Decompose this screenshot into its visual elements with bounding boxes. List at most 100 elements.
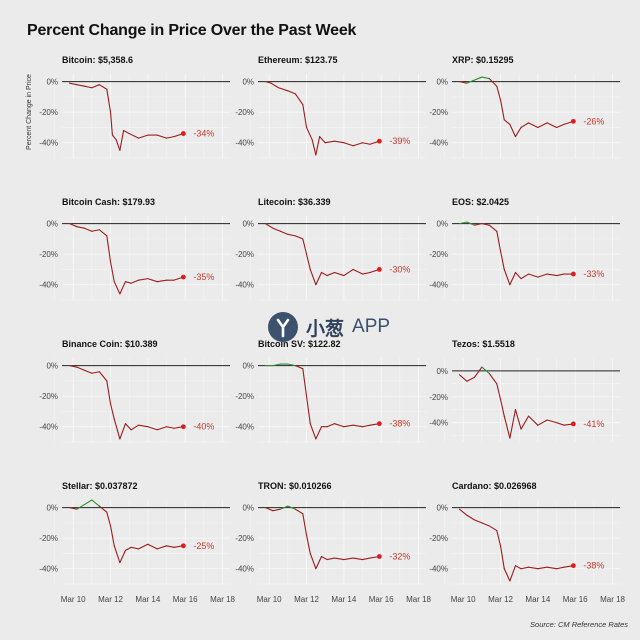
panel: Stellar: $0.037872 0% -20% -40% Mar 10 Mar 12…: [39, 481, 235, 604]
series-segment: [324, 140, 336, 144]
series-segment: [309, 423, 317, 440]
end-point: [180, 424, 186, 430]
series-segment: [264, 223, 274, 229]
series-segment: [264, 507, 274, 512]
y-tick-label: -40%: [235, 281, 254, 290]
y-tick-label: 0%: [436, 78, 448, 87]
panel: Litecoin: $36.339 0% -20% -40% -30%: [235, 197, 426, 301]
panel-background: [452, 358, 620, 442]
y-tick-label: 0%: [242, 504, 254, 513]
series-segment: [124, 423, 132, 431]
panel-title: Binance Coin: $10.389: [62, 339, 158, 349]
series-segment: [294, 365, 304, 370]
y-tick-label: -40%: [429, 281, 448, 290]
series-segment: [83, 499, 93, 506]
series-segment: [109, 403, 115, 420]
series-segment: [514, 126, 522, 138]
series-segment: [279, 505, 289, 510]
series-segment: [83, 227, 93, 232]
series-segment: [305, 126, 313, 141]
end-value-label: -33%: [583, 269, 604, 279]
series-segment: [287, 90, 296, 95]
series-segment: [499, 250, 505, 271]
end-value-label: -30%: [389, 264, 410, 274]
series-segment: [352, 424, 364, 428]
series-segment: [546, 273, 558, 277]
series-segment: [119, 281, 127, 295]
series-segment: [156, 279, 168, 283]
series-segment: [503, 415, 511, 439]
series-segment: [514, 565, 522, 570]
series-segment: [466, 376, 475, 382]
end-point: [180, 274, 186, 280]
series-segment: [76, 226, 85, 229]
series-segment: [546, 419, 558, 424]
series-segment: [326, 557, 336, 561]
series-segment: [481, 76, 490, 80]
y-tick-label: -20%: [39, 534, 58, 543]
series-segment: [527, 415, 539, 426]
series-segment: [264, 81, 272, 84]
end-value-label: -26%: [583, 116, 604, 126]
series-segment: [119, 423, 127, 440]
y-tick-label: -20%: [429, 534, 448, 543]
series-segment: [509, 123, 517, 138]
series-segment: [130, 279, 140, 284]
series-segment: [287, 233, 296, 237]
series-segment: [473, 223, 483, 226]
end-point: [180, 131, 186, 136]
series-segment: [361, 424, 371, 428]
series-segment: [302, 238, 308, 255]
series-segment: [527, 566, 539, 570]
x-tick-label: Mar 14: [331, 595, 356, 604]
series-segment: [481, 223, 490, 226]
series-segment: [137, 134, 149, 139]
panel: Ethereum: $123.75 0% -20% -40% -39%: [235, 55, 426, 159]
panel-title: Stellar: $0.037872: [62, 481, 138, 491]
series-segment: [98, 505, 108, 513]
series-segment: [488, 525, 498, 532]
y-tick-label: -20%: [235, 392, 254, 401]
x-tick-label: Mar 18: [210, 595, 235, 604]
series-segment: [83, 369, 93, 374]
panel-title: XRP: $0.15295: [452, 55, 514, 65]
series-segment: [113, 545, 121, 564]
y-tick-label: -40%: [235, 565, 254, 574]
series-segment: [326, 271, 336, 277]
y-tick-label: 0%: [436, 367, 448, 376]
x-tick-label: Mar 16: [369, 595, 394, 604]
series-segment: [527, 273, 539, 278]
end-point: [570, 421, 576, 427]
series-segment: [315, 426, 323, 440]
series-segment: [320, 271, 328, 277]
series-segment: [520, 415, 530, 430]
series-segment: [111, 134, 117, 141]
series-segment: [514, 271, 522, 280]
panel: Binance Coin: $10.389 0% -20% -40% -40%: [39, 339, 230, 443]
y-tick-label: -20%: [39, 108, 58, 117]
series-segment: [352, 142, 364, 147]
series-segment: [466, 514, 475, 521]
watermark: 小葱 APP: [268, 312, 390, 342]
x-tick-label: Mar 14: [135, 595, 160, 604]
series-segment: [76, 366, 85, 371]
y-tick-label: 0%: [46, 78, 58, 87]
end-value-label: -38%: [389, 419, 410, 429]
series-segment: [496, 230, 502, 252]
series-segment: [496, 383, 502, 400]
series-segment: [165, 136, 175, 139]
series-segment: [537, 419, 548, 426]
series-segment: [537, 122, 548, 129]
series-segment: [76, 504, 85, 510]
end-point: [376, 138, 382, 144]
series-segment: [68, 82, 78, 86]
series-segment: [106, 235, 112, 263]
series-segment: [333, 423, 345, 428]
series-segment: [496, 529, 502, 547]
series-segment: [458, 81, 468, 84]
x-tick-label: Mar 10: [451, 595, 476, 604]
panel-background: [452, 500, 620, 584]
series-segment: [546, 566, 558, 570]
series-segment: [156, 426, 168, 431]
x-tick-label: Mar 18: [406, 595, 431, 604]
